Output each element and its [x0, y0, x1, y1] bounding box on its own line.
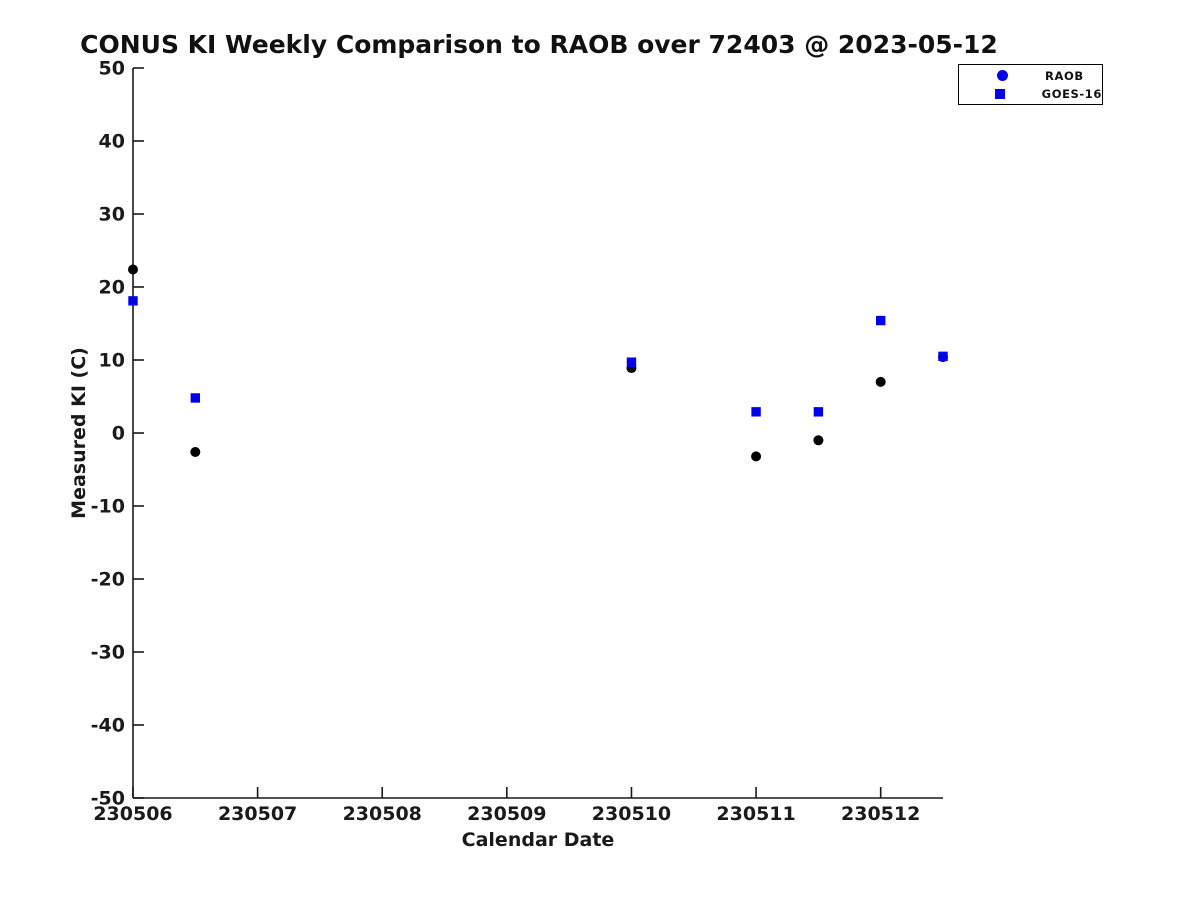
data-point-raob [875, 376, 886, 387]
data-point-goes-16 [626, 357, 637, 367]
y-tick-label: 10 [99, 350, 125, 372]
data-point-raob [190, 446, 201, 457]
x-tick-label: 230507 [218, 803, 297, 825]
y-tick-label: 20 [99, 277, 125, 299]
legend-label: RAOB [1045, 68, 1084, 83]
x-tick-label: 230511 [716, 803, 795, 825]
data-point-raob [128, 264, 138, 275]
data-point-goes-16 [813, 407, 824, 417]
data-point-raob [813, 435, 824, 446]
data-point-goes-16 [938, 351, 948, 362]
y-tick-label: -30 [91, 642, 125, 664]
x-tick-label: 230510 [592, 803, 671, 825]
legend-item-raob: RAOB [959, 67, 1102, 85]
y-tick-label: 50 [99, 58, 125, 80]
data-point-goes-16 [128, 296, 138, 306]
data-point-goes-16 [875, 315, 886, 326]
square-icon [995, 88, 1006, 99]
legend-item-goes16: GOES-16 [959, 85, 1102, 103]
y-axis-label: Measured KI (C) [68, 347, 90, 519]
y-tick-label: -10 [91, 496, 125, 518]
x-tick-label: 230509 [467, 803, 546, 825]
y-tick-label: 30 [99, 204, 125, 226]
x-axis-label: Calendar Date [461, 829, 615, 851]
y-tick-label: -20 [91, 569, 125, 591]
legend-marker-wrap [959, 88, 1042, 99]
y-tick-label: -50 [91, 788, 125, 810]
data-point-goes-16 [190, 393, 201, 403]
y-tick-label: 40 [99, 131, 125, 153]
circle-icon [996, 70, 1008, 81]
legend-label: GOES-16 [1041, 86, 1102, 101]
x-tick-label: 230512 [841, 803, 920, 825]
data-point-raob [751, 451, 762, 462]
legend-marker-wrap [959, 70, 1045, 81]
data-point-goes-16 [751, 407, 761, 417]
y-tick-label: 0 [112, 423, 125, 445]
legend: RAOB GOES-16 [958, 64, 1103, 105]
y-tick-label: -40 [91, 715, 125, 737]
chart-title: CONUS KI Weekly Comparison to RAOB over … [80, 30, 998, 59]
x-tick-label: 230508 [343, 803, 422, 825]
x-tick-label: 230506 [93, 803, 172, 825]
